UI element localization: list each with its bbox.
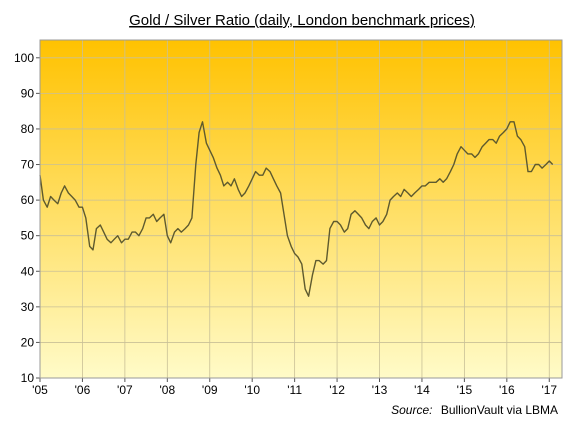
y-axis-ticks: 10 20 30 40 50 60 70 80 90 100 (14, 51, 40, 385)
gridlines (40, 40, 562, 378)
y-tick-label: 100 (14, 51, 34, 65)
x-axis-ticks: '05 '06 '07 '08 '09 '10 '11 '12 '13 '14 '15 '16 '17 (32, 378, 557, 397)
x-tick-label: '07 (117, 383, 133, 397)
x-tick-label: '06 (75, 383, 91, 397)
plot-area-border (39, 39, 563, 379)
y-tick-label: 20 (21, 335, 35, 349)
y-tick-label: 90 (21, 86, 35, 100)
x-tick-label: '05 (32, 383, 48, 397)
plot-area-background (40, 40, 562, 378)
chart-title: Gold / Silver Ratio (daily, London bench… (129, 12, 475, 29)
x-tick-label: '12 (329, 383, 345, 397)
y-tick-label: 60 (21, 193, 35, 207)
x-tick-label: '17 (541, 383, 557, 397)
x-tick-label: '15 (457, 383, 473, 397)
source-label: Source: (391, 403, 432, 417)
y-tick-label: 80 (21, 122, 35, 136)
y-tick-label: 10 (21, 371, 35, 385)
source-note: Source: BullionVault via LBMA (391, 403, 558, 417)
x-tick-label: '11 (287, 383, 302, 397)
x-tick-label: '08 (159, 383, 175, 397)
series-line (39, 121, 554, 297)
y-tick-label: 40 (21, 264, 35, 278)
y-tick-label: 70 (21, 158, 35, 172)
x-tick-label: '10 (244, 383, 260, 397)
series-line-group (39, 121, 554, 297)
source-text: BullionVault via LBMA (441, 403, 558, 417)
x-tick-label: '14 (414, 383, 430, 397)
x-tick-label: '13 (372, 383, 388, 397)
x-tick-label: '16 (499, 383, 515, 397)
y-tick-label: 50 (21, 229, 35, 243)
y-tick-label: 30 (21, 300, 35, 314)
x-tick-label: '09 (202, 383, 218, 397)
